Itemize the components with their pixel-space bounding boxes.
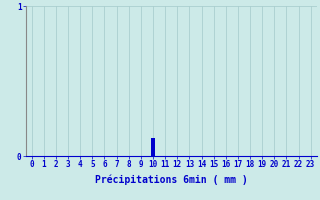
X-axis label: Précipitations 6min ( mm ): Précipitations 6min ( mm ) bbox=[95, 175, 248, 185]
Bar bbox=[151, 138, 155, 156]
